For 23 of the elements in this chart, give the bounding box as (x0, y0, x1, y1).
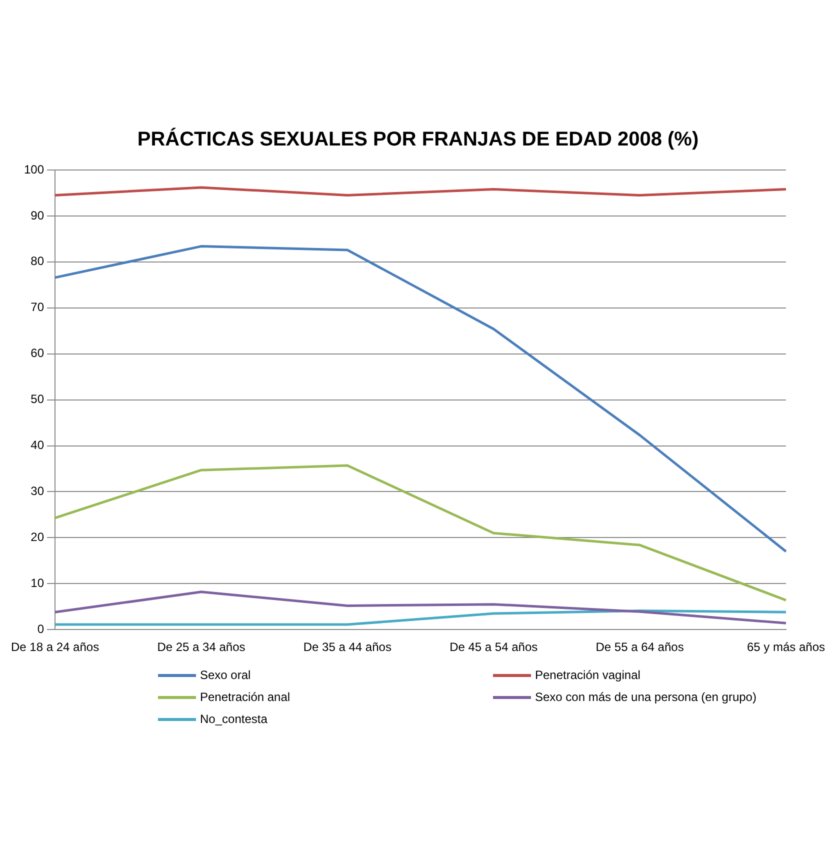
x-tick-label: De 55 a 64 años (596, 640, 684, 654)
x-tick-label: De 45 a 54 años (450, 640, 538, 654)
y-tick-label: 70 (30, 300, 44, 314)
x-tick-label: De 35 a 44 años (303, 640, 392, 654)
y-tick-label: 50 (30, 392, 44, 406)
y-tick-label: 90 (30, 208, 44, 222)
legend-label: Penetración vaginal (535, 668, 640, 682)
legend-label: No_contesta (200, 712, 268, 726)
x-tick-label: De 18 a 24 años (10, 640, 100, 654)
chart-title: PRÁCTICAS SEXUALES POR FRANJAS DE EDAD 2008 (%) (137, 128, 699, 151)
y-tick-label: 60 (30, 346, 44, 360)
y-tick-label: 40 (30, 438, 44, 452)
y-tick-label: 100 (24, 162, 44, 176)
legend-label: Penetración anal (200, 690, 290, 704)
y-tick-label: 20 (30, 530, 44, 544)
y-tick-label: 80 (30, 254, 44, 268)
y-tick-label: 10 (30, 576, 44, 590)
x-tick-label: 65 y más años (746, 640, 826, 654)
y-tick-label: 30 (30, 484, 44, 498)
x-tick-label: De 25 a 34 años (157, 640, 246, 654)
legend-label: Sexo con más de una persona (en grupo) (535, 690, 756, 704)
y-tick-label: 0 (37, 622, 44, 636)
legend-label: Sexo oral (200, 668, 251, 682)
